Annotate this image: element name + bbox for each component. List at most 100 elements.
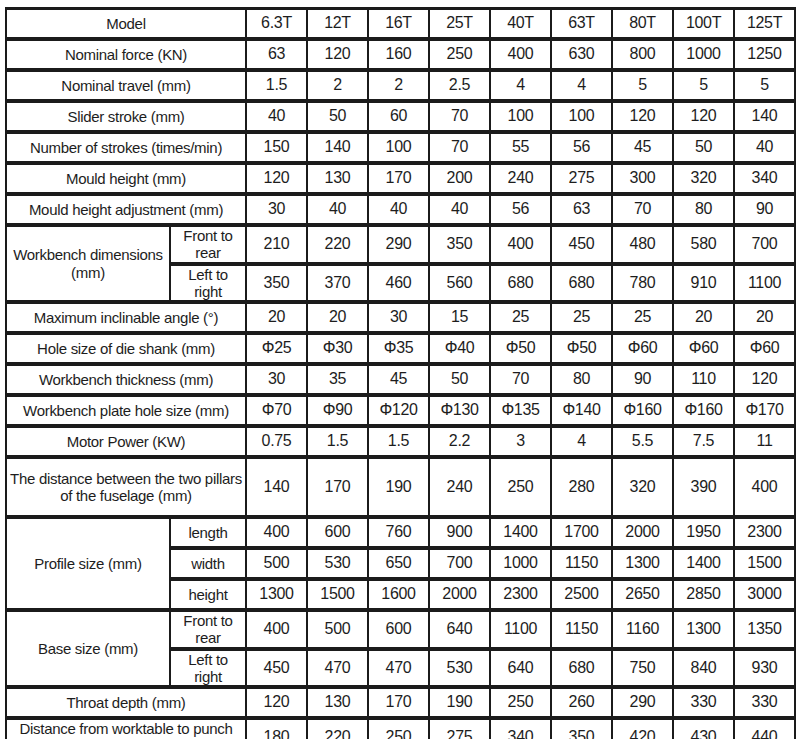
cell: 3 xyxy=(490,426,551,457)
cell: 450 xyxy=(246,649,307,688)
row-sub-label: Front to rear xyxy=(170,610,246,649)
cell: 500 xyxy=(246,548,307,579)
cell: 40T xyxy=(490,8,551,39)
cell: 0.75 xyxy=(246,426,307,457)
table-row: Number of strokes (times/min)15014010070… xyxy=(6,132,795,163)
cell: 420 xyxy=(612,718,673,739)
cell: 120 xyxy=(734,364,795,395)
table-row: Workbench dimensions (mm)Front to rear21… xyxy=(6,225,795,264)
cell: 90 xyxy=(612,364,673,395)
cell: 680 xyxy=(551,649,612,688)
cell: 700 xyxy=(429,548,490,579)
cell: 1400 xyxy=(490,517,551,548)
cell: Φ120 xyxy=(368,395,429,426)
cell: 350 xyxy=(429,225,490,264)
cell: 12T xyxy=(307,8,368,39)
cell: 120 xyxy=(246,687,307,718)
cell: 1250 xyxy=(734,39,795,70)
cell: 280 xyxy=(551,457,612,517)
cell: 100 xyxy=(490,101,551,132)
cell: 460 xyxy=(368,264,429,303)
cell: 4 xyxy=(551,70,612,101)
cell: 400 xyxy=(246,517,307,548)
cell: 390 xyxy=(673,457,734,517)
row-label: Nominal travel (mm) xyxy=(6,70,246,101)
cell: 80 xyxy=(551,364,612,395)
cell: 1700 xyxy=(551,517,612,548)
cell: 330 xyxy=(673,687,734,718)
cell: 530 xyxy=(429,649,490,688)
cell: Φ30 xyxy=(307,333,368,364)
row-label: Throat depth (mm) xyxy=(6,687,246,718)
cell: 50 xyxy=(307,101,368,132)
cell: 200 xyxy=(429,163,490,194)
cell: 35 xyxy=(307,364,368,395)
cell: 7.5 xyxy=(673,426,734,457)
cell: Φ160 xyxy=(673,395,734,426)
cell: 2.2 xyxy=(429,426,490,457)
row-label: Mould height adjustment (mm) xyxy=(6,194,246,225)
row-sub-label: height xyxy=(170,579,246,610)
cell: 40 xyxy=(368,194,429,225)
cell: 1.5 xyxy=(246,70,307,101)
cell: 250 xyxy=(429,39,490,70)
cell: 90 xyxy=(734,194,795,225)
cell: 120 xyxy=(673,101,734,132)
cell: 56 xyxy=(551,132,612,163)
cell: Φ90 xyxy=(307,395,368,426)
cell: 2000 xyxy=(429,579,490,610)
cell: 240 xyxy=(490,163,551,194)
cell: 5 xyxy=(673,70,734,101)
cell: 160 xyxy=(368,39,429,70)
cell: 5 xyxy=(734,70,795,101)
cell: 350 xyxy=(551,718,612,739)
cell: 680 xyxy=(551,264,612,303)
cell: Φ35 xyxy=(368,333,429,364)
row-label: Distance from worktable to punch pin (mm… xyxy=(6,718,246,739)
row-group-label: Profile size (mm) xyxy=(6,517,170,610)
cell: 15 xyxy=(429,302,490,333)
cell: 180 xyxy=(246,718,307,739)
cell: 20 xyxy=(734,302,795,333)
cell: 1400 xyxy=(673,548,734,579)
cell: 250 xyxy=(490,687,551,718)
cell: 120 xyxy=(612,101,673,132)
table-row: Nominal force (KN)6312016025040063080010… xyxy=(6,39,795,70)
cell: 16T xyxy=(368,8,429,39)
cell: 20 xyxy=(673,302,734,333)
cell: 1350 xyxy=(734,610,795,649)
cell: Φ25 xyxy=(246,333,307,364)
cell: 780 xyxy=(612,264,673,303)
row-label: Workbench plate hole size (mm) xyxy=(6,395,246,426)
cell: 930 xyxy=(734,649,795,688)
table-row: The distance between the two pillars of … xyxy=(6,457,795,517)
cell: 700 xyxy=(734,225,795,264)
row-group-label: Workbench dimensions (mm) xyxy=(6,225,170,302)
cell: 320 xyxy=(612,457,673,517)
cell: 350 xyxy=(246,264,307,303)
cell: Φ135 xyxy=(490,395,551,426)
cell: Φ130 xyxy=(429,395,490,426)
cell: 750 xyxy=(612,649,673,688)
cell: 40 xyxy=(307,194,368,225)
cell: 25 xyxy=(551,302,612,333)
cell: 190 xyxy=(368,457,429,517)
cell: 1000 xyxy=(673,39,734,70)
cell: 1160 xyxy=(612,610,673,649)
cell: 1950 xyxy=(673,517,734,548)
cell: 2650 xyxy=(612,579,673,610)
row-group-label: Base size (mm) xyxy=(6,610,170,687)
cell: 170 xyxy=(368,163,429,194)
cell: 500 xyxy=(307,610,368,649)
cell: 190 xyxy=(429,687,490,718)
row-label: Number of strokes (times/min) xyxy=(6,132,246,163)
spec-table-container: Model6.3T12T16T25T40T63T80T100T125TNomin… xyxy=(0,0,800,739)
cell: 40 xyxy=(429,194,490,225)
cell: 2300 xyxy=(734,517,795,548)
cell: 140 xyxy=(246,457,307,517)
cell: 45 xyxy=(612,132,673,163)
cell: Φ60 xyxy=(673,333,734,364)
cell: 120 xyxy=(307,39,368,70)
cell: 910 xyxy=(673,264,734,303)
cell: 220 xyxy=(307,718,368,739)
